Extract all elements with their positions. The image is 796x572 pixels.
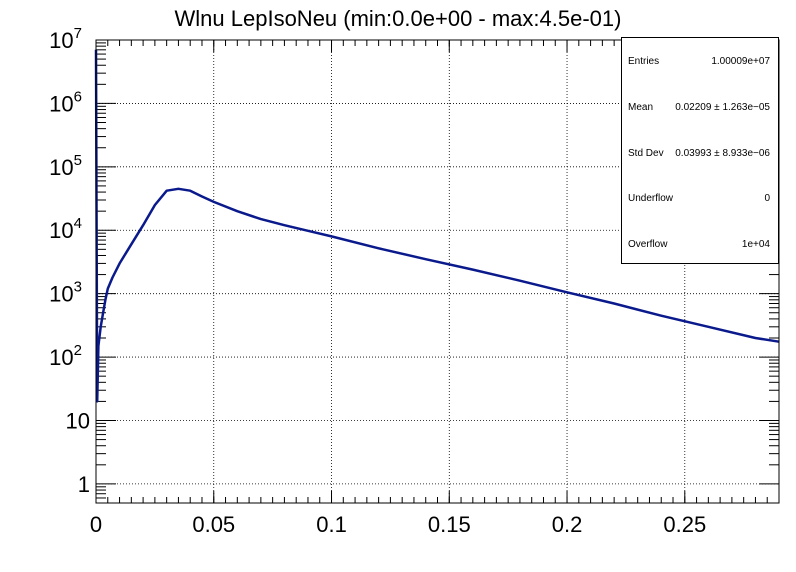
y-tick-label: 105 <box>49 152 82 180</box>
x-tick-label: 0.15 <box>428 512 471 537</box>
stats-entries-label: Entries <box>628 56 660 67</box>
stats-mean-row: Mean 0.02209 ± 1.263e−05 <box>628 102 770 113</box>
histogram-series-line <box>94 49 780 403</box>
y-tick-label: 1 <box>78 472 90 497</box>
stats-entries-value: 1.00009e+07 <box>711 56 770 67</box>
y-tick-label: 103 <box>49 279 82 307</box>
y-tick-label: 107 <box>49 25 82 53</box>
stats-mean-label: Mean <box>628 102 654 113</box>
stats-stddev-value: 0.03993 ± 8.933e−06 <box>675 148 770 159</box>
stats-overflow-label: Overflow <box>628 239 668 250</box>
x-tick-label: 0 <box>90 512 102 537</box>
stats-overflow-row: Overflow 1e+04 <box>628 239 770 250</box>
stats-underflow-value: 0 <box>764 193 770 204</box>
stats-mean-value: 0.02209 ± 1.263e−05 <box>675 102 770 113</box>
y-tick-label: 106 <box>49 88 82 116</box>
x-tick-label: 0.05 <box>192 512 235 537</box>
plot-frame <box>95 39 780 504</box>
chart-title: Wlnu LepIsoNeu (min:0.0e+00 - max:4.5e-0… <box>174 6 622 31</box>
y-tick-label: 10 <box>66 408 90 433</box>
stats-box: Entries 1.00009e+07 Mean 0.02209 ± 1.263… <box>621 37 779 264</box>
x-tick-label: 0.2 <box>552 512 583 537</box>
stats-underflow-row: Underflow 0 <box>628 193 770 204</box>
stats-stddev-label: Std Dev <box>628 148 664 159</box>
x-tick-label: 0.1 <box>316 512 347 537</box>
y-tick-label: 104 <box>49 215 82 243</box>
x-tick-label: 0.25 <box>663 512 706 537</box>
stats-stddev-row: Std Dev 0.03993 ± 8.933e−06 <box>628 148 770 159</box>
stats-overflow-value: 1e+04 <box>741 239 770 250</box>
y-tick-label: 102 <box>49 342 82 370</box>
stats-underflow-label: Underflow <box>628 193 674 204</box>
stats-entries-row: Entries 1.00009e+07 <box>628 56 770 67</box>
